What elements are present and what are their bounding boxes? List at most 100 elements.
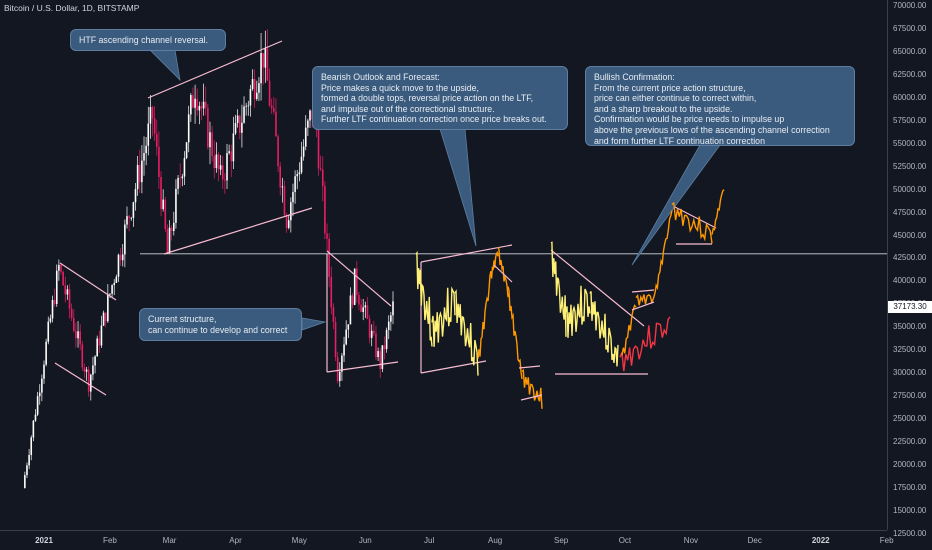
candle-body <box>111 285 113 294</box>
candle-body <box>373 330 375 334</box>
bearish-flag-line <box>520 394 543 401</box>
candle-body <box>334 321 337 358</box>
candle-body <box>141 160 143 183</box>
flag-top <box>672 205 717 229</box>
bearish-impulse-path <box>507 286 523 380</box>
candle-body <box>336 357 339 382</box>
candle-body <box>128 216 130 219</box>
candle-body <box>49 318 52 322</box>
bullish-triangle-top <box>550 249 645 327</box>
time-tick-label: Aug <box>488 536 503 545</box>
candle-body <box>296 174 299 177</box>
candle-body <box>202 101 205 109</box>
candle-body <box>36 396 39 415</box>
candle-body <box>321 169 324 187</box>
time-tick-label: Dec <box>747 536 762 545</box>
candle-body <box>145 145 147 154</box>
candle-body <box>204 101 207 108</box>
price-tick-label: 40000.00 <box>893 276 927 286</box>
candle-body <box>34 414 37 421</box>
candle-body <box>226 153 228 181</box>
candle-body <box>160 177 162 210</box>
candle-body <box>283 186 286 216</box>
time-tick-label: 2021 <box>35 536 53 545</box>
candle-body <box>324 186 326 234</box>
candle-body <box>55 270 58 304</box>
candle-body <box>349 295 352 325</box>
candle-body <box>392 301 394 316</box>
price-tick-label: 67500.00 <box>893 23 927 33</box>
price-tick-label: 52500.00 <box>893 161 927 171</box>
candle-body <box>338 371 341 382</box>
time-tick-label: Nov <box>683 536 699 545</box>
candle-body <box>319 168 322 170</box>
time-tick-label: 2022 <box>811 536 830 545</box>
bullish-flag-line <box>631 301 655 311</box>
candle-body <box>377 351 379 358</box>
candle-body <box>268 80 271 106</box>
bullish-impulse-path <box>654 210 673 294</box>
candle-body <box>292 191 294 203</box>
ascending-channel-top <box>147 40 283 99</box>
candle-body <box>24 475 26 488</box>
candle-body <box>119 254 122 261</box>
candle-body <box>277 136 279 167</box>
candle-body <box>356 268 358 296</box>
candle-body <box>353 268 356 305</box>
candle-body <box>43 364 45 379</box>
last-price-label: 37173.30 <box>888 301 932 314</box>
time-tick-label: Mar <box>162 536 177 545</box>
candle-body <box>162 199 164 210</box>
candle-body <box>66 289 69 295</box>
candle-body <box>126 216 128 225</box>
candle-body <box>183 158 186 177</box>
candle-body <box>236 115 239 124</box>
candle-body <box>155 133 158 147</box>
callout-htf-channel: HTF ascending channel reversal. <box>70 29 226 51</box>
candle-body <box>370 330 373 338</box>
candle-body <box>304 127 307 147</box>
price-tick-label: 22500.00 <box>893 437 927 447</box>
price-axis-border <box>887 0 888 530</box>
price-tick-label: 57500.00 <box>893 115 927 125</box>
candle-body <box>383 345 386 350</box>
candle-body <box>221 165 224 180</box>
candle-body <box>26 465 28 476</box>
time-tick-label: Sep <box>553 536 569 545</box>
price-tick-label: 62500.00 <box>893 69 927 79</box>
candle-body <box>260 53 262 84</box>
early-channel-bottom <box>54 362 107 396</box>
candle-body <box>47 321 50 342</box>
candle-body <box>364 305 367 308</box>
bullish-impulse-path <box>635 292 656 306</box>
candle-body <box>70 308 73 318</box>
candle-body <box>245 105 247 107</box>
candle-body <box>175 188 177 223</box>
candle-body <box>258 83 260 93</box>
bullish-projection-path <box>589 291 619 367</box>
time-tick-label: May <box>291 536 307 545</box>
candle-body <box>113 282 116 286</box>
candle-body <box>213 156 216 169</box>
bearish-flag-line <box>518 365 541 369</box>
candle-body <box>168 227 171 254</box>
candle-body <box>262 53 264 68</box>
price-tick-label: 42500.00 <box>893 253 927 263</box>
candle-body <box>62 271 64 286</box>
candle-body <box>81 344 84 368</box>
candle-body <box>358 295 360 305</box>
candle-body <box>266 48 269 81</box>
candle-body <box>85 369 88 372</box>
candle-body <box>72 317 75 331</box>
candle-body <box>132 202 135 218</box>
bullish-impulse-path <box>711 189 725 235</box>
bullish-projection-path <box>550 241 567 337</box>
callout-bullish-pointer <box>631 144 721 266</box>
callout-current-structure: Current structure, can continue to devel… <box>139 308 302 341</box>
candle-body <box>243 106 245 123</box>
candle-body <box>307 120 309 128</box>
callout-htf-pointer <box>149 49 181 82</box>
price-tick-label: 12500.00 <box>893 528 927 538</box>
candle-body <box>328 238 330 277</box>
candle-body <box>177 177 179 189</box>
